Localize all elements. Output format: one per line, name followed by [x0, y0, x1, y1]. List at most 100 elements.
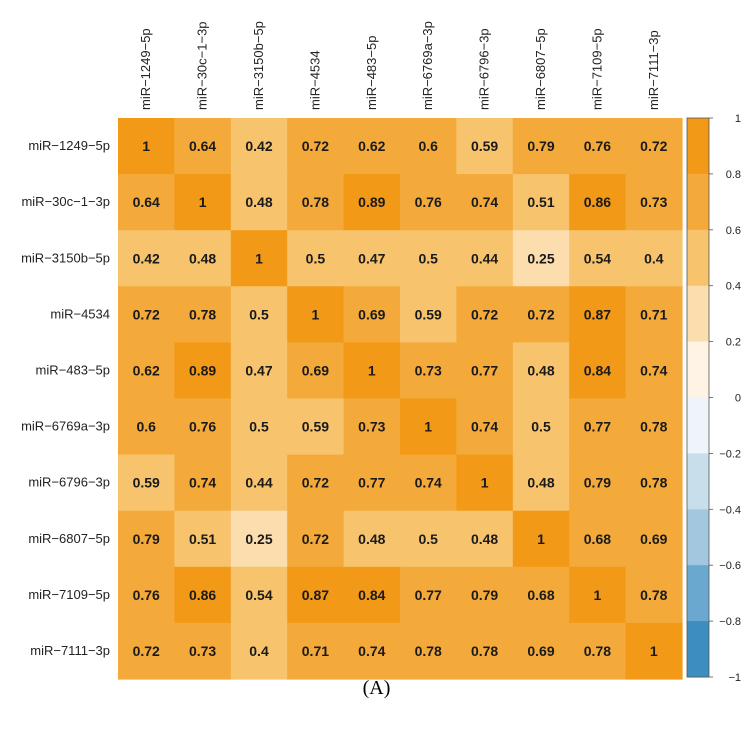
row-label: miR−6769a−3p: [21, 419, 110, 434]
cell-value-label: 0.78: [640, 475, 667, 491]
column-label: miR−6807−5p: [533, 28, 548, 110]
heatmap-cell: [174, 118, 232, 175]
column-label: miR−4534: [307, 50, 322, 110]
heatmap-cell: [118, 510, 175, 568]
heatmap-cell: [287, 622, 345, 680]
cell-value-label: 1: [142, 138, 150, 154]
heatmap-cell: [625, 510, 683, 568]
heatmap-cell: [287, 454, 345, 512]
heatmap-cell: [174, 454, 232, 512]
heatmap-cell: [287, 174, 345, 231]
legend-color-bin: [687, 341, 709, 398]
cell-value-label: 0.72: [302, 138, 329, 154]
heatmap-cell: [230, 342, 288, 400]
row-label: miR−6796−3p: [28, 475, 110, 490]
heatmap-cell: [174, 342, 232, 400]
cell-value-label: 0.79: [584, 475, 611, 491]
cell-value-label: 0.89: [358, 194, 385, 210]
cell-value-label: 0.76: [189, 419, 216, 435]
heatmap-cell: [512, 230, 570, 287]
heatmap-cell: [343, 286, 401, 343]
cell-value-label: 0.72: [302, 531, 329, 547]
cell-value-label: 0.76: [415, 194, 442, 210]
heatmap-cell: [118, 118, 175, 175]
heatmap-cell: [456, 454, 514, 512]
cell-value-label: 0.72: [133, 306, 160, 322]
heatmap-cell: [625, 342, 683, 400]
heatmap-cell: [569, 622, 627, 680]
heatmap-cell: [230, 622, 288, 680]
cell-value-label: 0.72: [302, 475, 329, 491]
cell-value-label: 0.78: [302, 194, 329, 210]
cell-value-label: 0.25: [527, 250, 554, 266]
heatmap-cell: [512, 510, 570, 568]
heatmap-cell: [343, 454, 401, 512]
cell-value-label: 1: [537, 531, 545, 547]
cell-value-label: 0.42: [245, 138, 272, 154]
heatmap-cell: [625, 286, 683, 343]
cell-value-label: 0.59: [302, 419, 329, 435]
column-label: miR−483−5p: [364, 36, 379, 110]
legend-color-bin: [687, 285, 709, 343]
cell-value-label: 0.78: [640, 419, 667, 435]
cell-value-label: 0.79: [133, 531, 160, 547]
heatmap-cell: [118, 454, 175, 512]
cell-value-label: 0.47: [358, 250, 385, 266]
column-label: miR−6796−3p: [477, 28, 492, 110]
heatmap-cell: [174, 174, 232, 231]
cell-value-label: 0.77: [415, 587, 442, 603]
heatmap-cell: [287, 510, 345, 568]
heatmap-cell: [400, 118, 457, 175]
heatmap-cell: [400, 454, 457, 512]
cell-value-label: 0.87: [302, 587, 329, 603]
heatmap-cell: [343, 510, 401, 568]
cell-value-label: 0.73: [415, 362, 442, 378]
heatmap-cell: [512, 286, 570, 343]
cell-value-label: 0.78: [415, 643, 442, 659]
heatmap-cell: [118, 398, 175, 456]
cell-value-label: 1: [199, 194, 207, 210]
cell-value-label: 0.59: [471, 138, 498, 154]
cell-value-label: 0.62: [358, 138, 385, 154]
cell-value-label: 0.48: [527, 362, 554, 378]
heatmap-cell: [287, 566, 345, 624]
cell-value-label: 0.72: [640, 138, 667, 154]
heatmap-cell: [174, 622, 232, 680]
cell-value-label: 0.48: [358, 531, 385, 547]
cell-value-label: 0.59: [415, 306, 442, 322]
legend-color-bin: [687, 173, 709, 231]
row-label: miR−6807−5p: [28, 531, 110, 546]
cell-value-label: 0.74: [471, 419, 498, 435]
cell-value-label: 1: [481, 475, 489, 491]
cell-value-label: 0.42: [133, 250, 160, 266]
heatmap-cell: [230, 398, 288, 456]
row-label: miR−483−5p: [36, 362, 110, 377]
heatmap-cell: [174, 286, 232, 343]
heatmap-cell: [625, 454, 683, 512]
legend-tick-label: −0.2: [719, 448, 741, 460]
cell-value-label: 0.74: [471, 194, 498, 210]
cell-value-label: 0.69: [640, 531, 667, 547]
heatmap-cell: [343, 342, 401, 400]
heatmap-cell: [343, 230, 401, 287]
cell-value-label: 0.74: [189, 475, 216, 491]
cell-value-label: 0.44: [471, 250, 498, 266]
cell-value-label: 0.73: [358, 419, 385, 435]
heatmap-cell: [400, 174, 457, 231]
cell-value-label: 0.62: [133, 362, 160, 378]
legend-tick-label: 0: [735, 393, 741, 405]
cell-value-label: 1: [424, 419, 432, 435]
heatmap-cell: [512, 566, 570, 624]
cell-value-label: 0.64: [189, 138, 216, 154]
cell-value-label: 0.54: [584, 250, 611, 266]
row-label: miR−7111−3p: [30, 643, 110, 658]
cell-value-label: 0.79: [527, 138, 554, 154]
heatmap-cells: [118, 118, 683, 680]
cell-value-label: 0.47: [245, 362, 272, 378]
heatmap-cell: [174, 230, 232, 287]
heatmap-cell: [512, 118, 570, 175]
cell-value-label: 0.4: [249, 643, 269, 659]
row-labels: miR−1249−5p miR−30c−1−3p miR−3150b−5p miR−4…: [21, 138, 110, 658]
heatmap-cell: [512, 342, 570, 400]
